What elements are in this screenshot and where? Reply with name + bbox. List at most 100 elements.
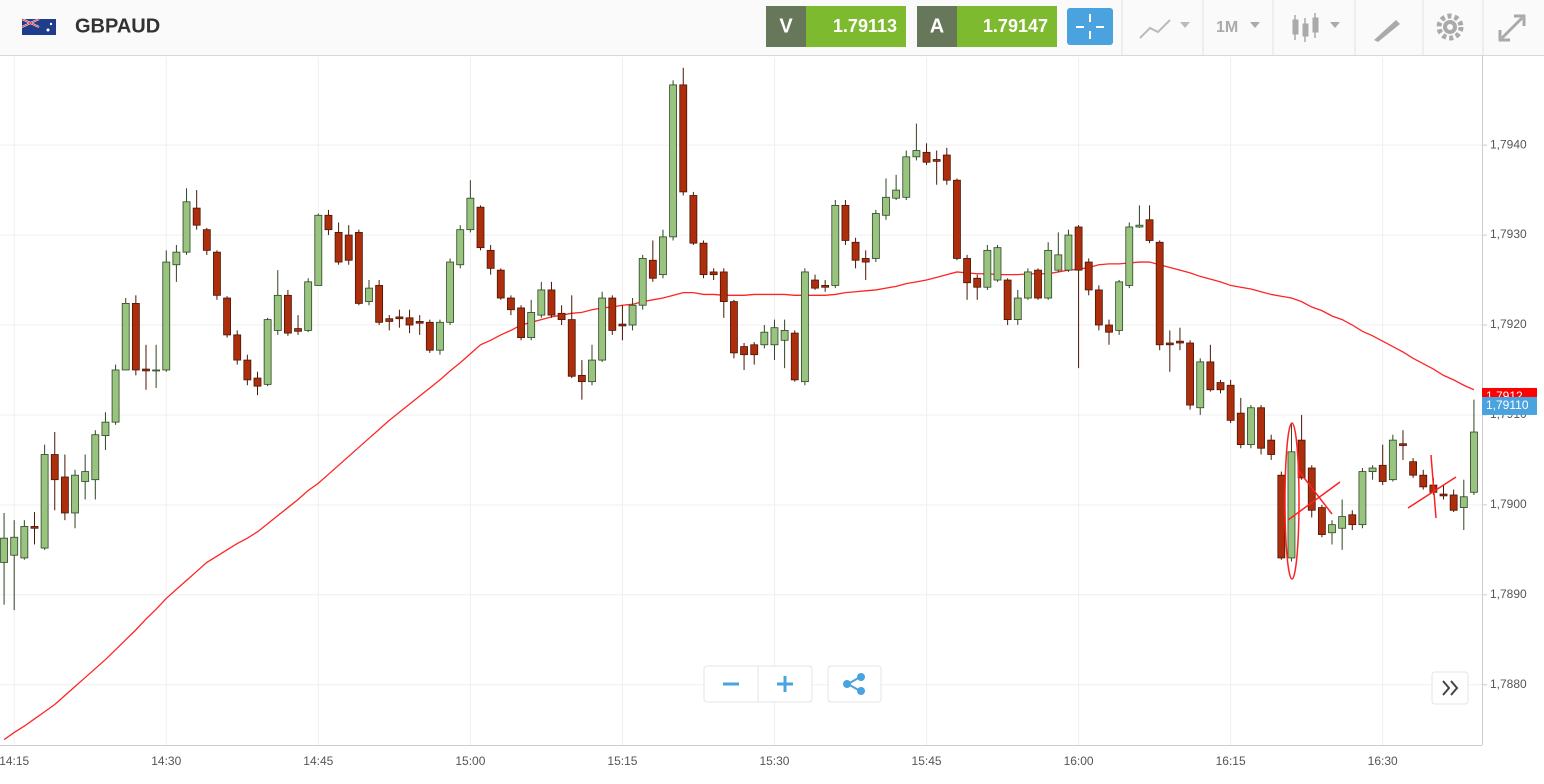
candle-body	[953, 179, 961, 259]
candle-body	[10, 536, 19, 556]
candle-body	[1368, 467, 1377, 472]
candle-body	[182, 201, 191, 253]
drawing-tools-button[interactable]	[1374, 20, 1400, 42]
candle-body	[284, 294, 292, 334]
candle-body	[932, 159, 941, 162]
candle-body	[354, 231, 363, 304]
candle-body	[192, 207, 201, 226]
candle-body	[800, 271, 809, 383]
settings-button[interactable]	[1436, 13, 1464, 41]
candle-body	[821, 285, 830, 288]
candle-body	[993, 247, 1002, 281]
candle-style-button[interactable]	[1292, 13, 1340, 42]
price-label: 1,79110	[1486, 398, 1529, 412]
candle-body	[1125, 226, 1134, 286]
candle-body	[436, 321, 444, 351]
candle-body	[324, 214, 333, 231]
candle-body	[547, 289, 556, 316]
candle-body	[882, 196, 890, 216]
candle-body	[1024, 271, 1032, 299]
plot: 1,78801,78901,79001,79101,79201,79301,79…	[0, 57, 1527, 768]
sell-label: V	[779, 15, 793, 37]
buy-price: 1.79147	[983, 16, 1048, 36]
fullscreen-button[interactable]	[1498, 14, 1526, 42]
candle-body	[598, 297, 607, 361]
candle-body	[841, 204, 850, 241]
candle-body	[213, 251, 221, 296]
candle-body	[40, 454, 49, 549]
candle-body	[577, 374, 586, 383]
candle-body	[162, 261, 171, 371]
candle-body	[273, 294, 282, 331]
scroll-end-button[interactable]	[1431, 671, 1469, 705]
candle-body	[963, 258, 971, 284]
candle-body	[750, 344, 759, 356]
candle-body	[1388, 439, 1397, 481]
x-tick-label: 16:15	[1216, 754, 1246, 768]
candle-body	[344, 234, 353, 261]
candle-body	[81, 471, 90, 482]
share-button[interactable]	[827, 665, 882, 703]
candle-body	[1287, 451, 1296, 559]
candle-body	[1226, 384, 1235, 421]
candle-body	[142, 368, 150, 372]
candle-body	[588, 359, 596, 383]
candle-body	[223, 297, 231, 336]
buy-label: A	[930, 15, 944, 37]
candle-body	[861, 258, 870, 263]
crosshair-button[interactable]	[1067, 8, 1113, 45]
candle-body	[507, 297, 515, 311]
timeframe: 1M	[1216, 19, 1238, 36]
candle-body	[567, 319, 576, 377]
candle-body	[50, 454, 59, 481]
candle-body	[699, 242, 708, 276]
candle-body	[1115, 281, 1124, 331]
candle-body	[1338, 516, 1347, 529]
candle-body	[1358, 471, 1367, 526]
candle-body	[1449, 494, 1458, 511]
candle-body	[91, 434, 100, 481]
candle-body	[1216, 382, 1225, 391]
y-tick-label: 1,7900	[1490, 497, 1527, 511]
candle-body	[425, 321, 434, 351]
candle-body	[892, 189, 901, 199]
candle-body	[618, 323, 627, 327]
candle-body	[456, 229, 465, 266]
price-label-box	[1482, 396, 1537, 415]
candle-body	[365, 287, 373, 303]
candle-body	[496, 269, 505, 299]
candle-body	[638, 258, 647, 306]
candle-body	[131, 303, 140, 371]
candle-body	[314, 214, 323, 286]
candle-body	[1074, 226, 1083, 271]
candle-body	[689, 195, 698, 244]
candle-body	[405, 317, 414, 326]
buy-button[interactable]: A 1.79147	[917, 6, 1057, 47]
candle-body	[233, 334, 242, 361]
timeframe-button[interactable]: 1M	[1216, 19, 1260, 36]
candle-body	[1328, 524, 1336, 534]
candle-body	[790, 332, 799, 381]
x-tick-label: 15:45	[912, 754, 942, 768]
candle-body	[628, 304, 637, 326]
candle-body	[1317, 507, 1326, 535]
x-tick-label: 16:00	[1064, 754, 1094, 768]
candle-body	[1176, 340, 1184, 344]
candle-body	[648, 259, 657, 279]
x-tick-label: 14:30	[151, 754, 181, 768]
chart-type-button[interactable]	[1139, 19, 1190, 39]
candle-body	[395, 316, 404, 320]
candle-body	[20, 526, 29, 559]
candle-body	[1348, 514, 1357, 526]
candle-body	[1165, 342, 1174, 346]
zoom-controls	[703, 665, 813, 703]
candle-body	[1277, 474, 1286, 559]
candle-body	[1439, 493, 1448, 497]
sell-button[interactable]: V 1.79113	[766, 6, 906, 47]
candle-body	[1094, 289, 1103, 326]
zoom-in-button[interactable]	[777, 676, 793, 692]
candle-body	[983, 249, 992, 288]
candle-body	[1084, 261, 1093, 291]
candle-body	[1013, 297, 1022, 321]
